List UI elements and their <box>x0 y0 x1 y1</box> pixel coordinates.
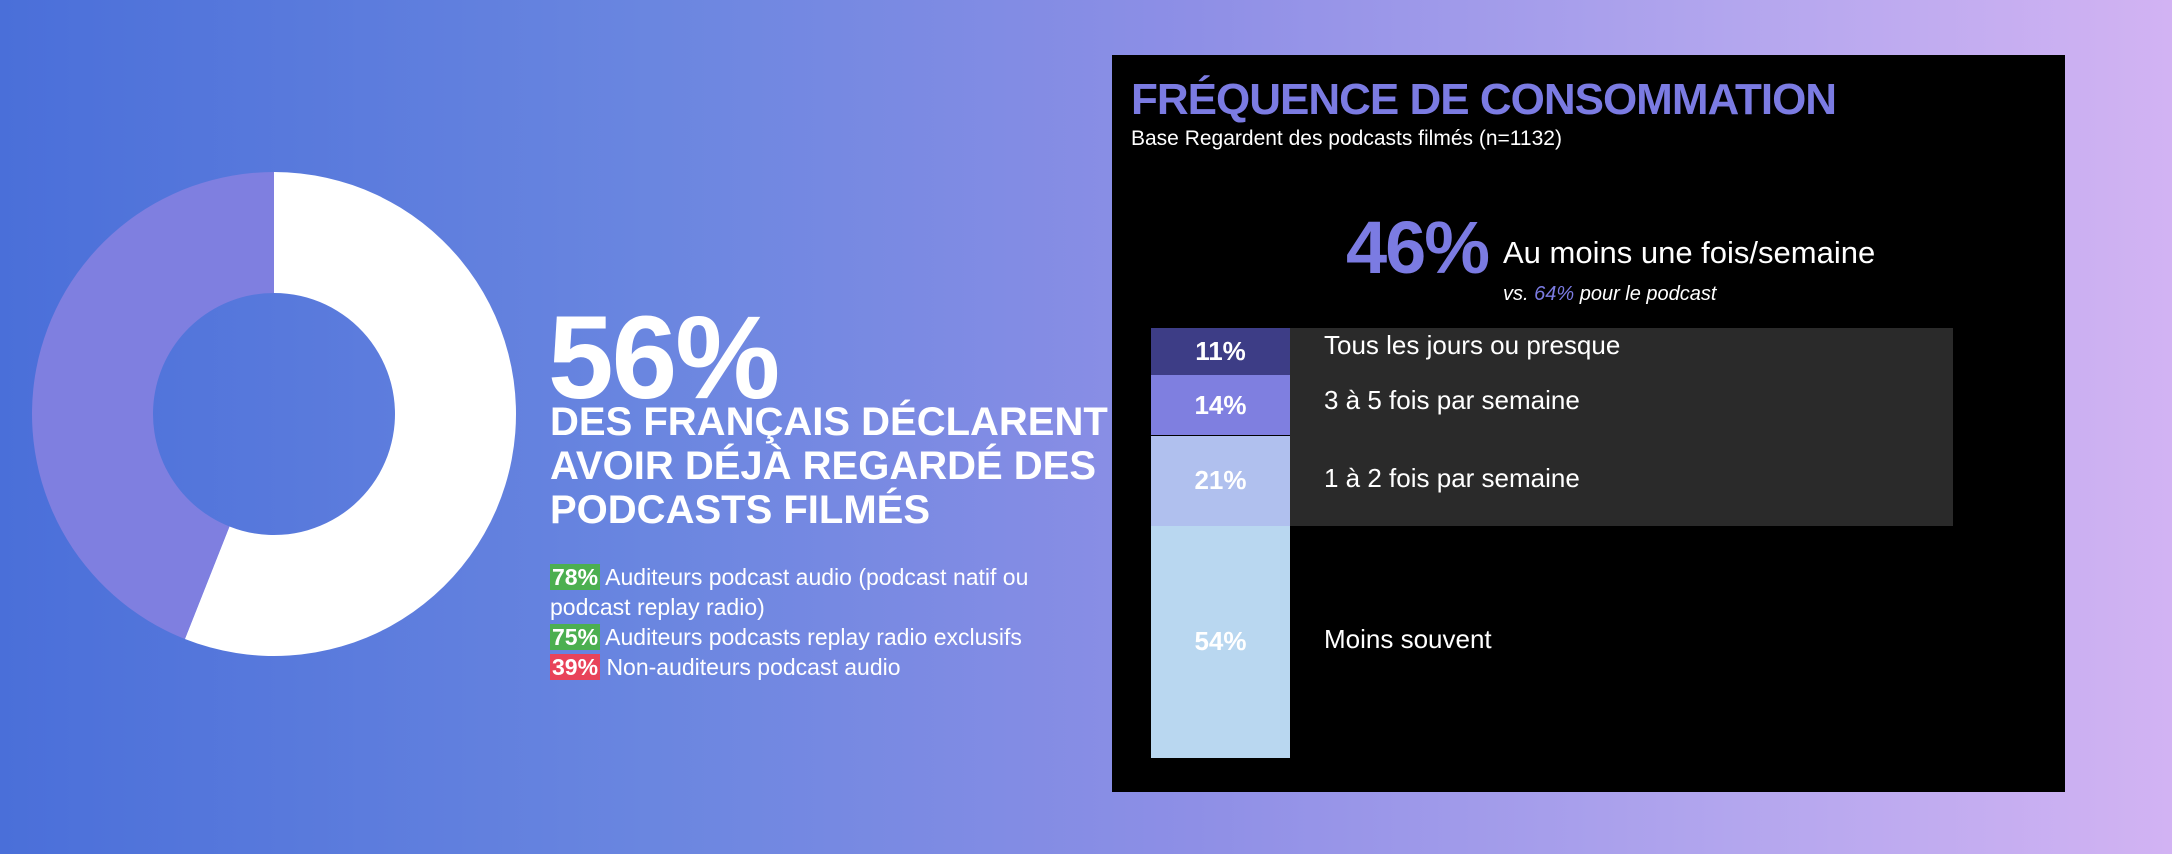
bar-label-3: Moins souvent <box>1324 623 1492 654</box>
item-text: Non-auditeurs podcast audio <box>606 654 901 680</box>
weekly-highlight-box <box>1290 328 1953 526</box>
item-text: Auditeurs podcasts replay radio exclusif… <box>605 624 1022 650</box>
bar-segment-0: 11% <box>1151 328 1290 376</box>
list-item: 75% Auditeurs podcasts replay radio excl… <box>550 622 1110 652</box>
panel-title: FRÉQUENCE DE CONSOMMATION <box>1131 75 1837 124</box>
frequency-panel: FRÉQUENCE DE CONSOMMATION Base Regardent… <box>1112 55 2065 792</box>
vs-value: 64% <box>1534 283 1575 305</box>
segment-list: 78% Auditeurs podcast audio (podcast nat… <box>550 562 1110 682</box>
headline: DES FRANÇAIS DÉCLARENT AVOIR DÉJÀ REGARD… <box>550 400 1108 532</box>
comparison-note: vs. 64% pour le podcast <box>1503 283 1716 306</box>
bar-segment-3: 54% <box>1151 525 1290 758</box>
vs-suffix: pour le podcast <box>1579 283 1717 305</box>
bar-segment-2: 21% <box>1151 435 1290 526</box>
donut-chart <box>32 172 516 656</box>
donut-slice-1 <box>32 172 274 640</box>
bar-label-0: Tous les jours ou presque <box>1324 330 1621 360</box>
panel-subtitle: Base Regardent des podcasts filmés (n=11… <box>1131 127 1562 150</box>
list-item: 39% Non-auditeurs podcast audio <box>550 652 1110 682</box>
badge-green: 78% <box>550 564 601 590</box>
badge-green: 75% <box>550 624 601 650</box>
bar-label-1: 3 à 5 fois par semaine <box>1324 385 1580 416</box>
list-item: 78% Auditeurs podcast audio (podcast nat… <box>550 562 1110 622</box>
highlight-text: Au moins une fois/semaine <box>1503 235 1876 270</box>
big-stat: 56% <box>548 292 780 424</box>
bar-label-2: 1 à 2 fois par semaine <box>1324 462 1580 493</box>
bar-segment-1: 14% <box>1151 375 1290 436</box>
item-text: Auditeurs podcast audio (podcast natif o… <box>550 564 1029 620</box>
badge-red: 39% <box>550 654 601 680</box>
donut-slice-0 <box>184 172 516 656</box>
vs-prefix: vs. <box>1503 283 1529 305</box>
highlight-value: 46% <box>1346 206 1490 289</box>
